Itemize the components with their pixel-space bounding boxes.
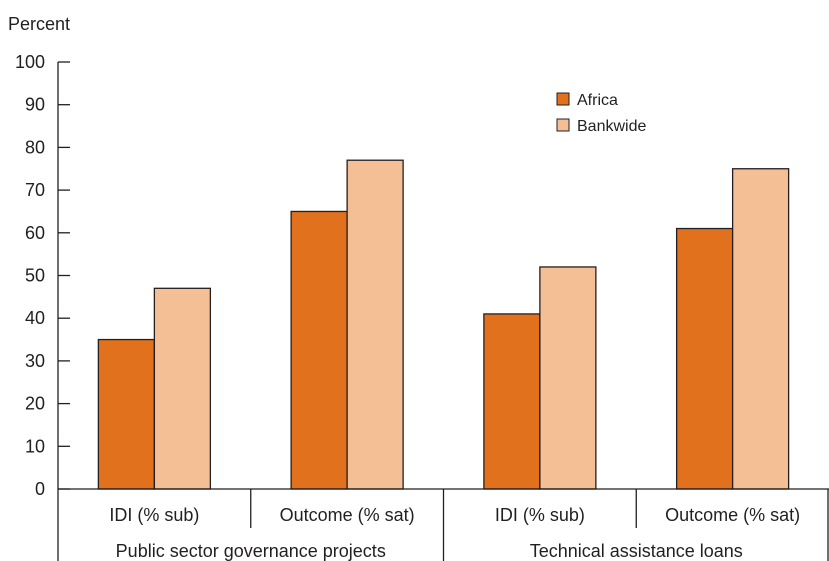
bar-africa-3 xyxy=(483,313,541,490)
y-tick-label: 80 xyxy=(25,137,45,157)
bar-bankwide-3 xyxy=(539,266,597,490)
y-axis-label: Percent xyxy=(8,14,70,34)
bar-bankwide-4 xyxy=(731,168,790,490)
y-tick-label: 90 xyxy=(25,95,45,115)
y-tick-label: 50 xyxy=(25,266,45,286)
y-tick-label: 0 xyxy=(35,479,45,499)
x-category-label: Outcome (% sat) xyxy=(280,505,415,525)
bar-africa-4 xyxy=(675,227,734,490)
legend-label-africa: Africa xyxy=(577,92,618,109)
y-tick-label: 70 xyxy=(25,180,45,200)
x-group-label: Technical assistance loans xyxy=(530,541,743,561)
x-category-label: Outcome (% sat) xyxy=(665,505,800,525)
y-tick-label: 20 xyxy=(25,394,45,414)
x-category-label: IDI (% sub) xyxy=(109,505,199,525)
legend: Africa Bankwide xyxy=(556,92,646,135)
y-tick-label: 60 xyxy=(25,223,45,243)
legend-swatch-africa xyxy=(556,92,570,106)
y-tick-label: 40 xyxy=(25,308,45,328)
y-axis: 0 10 20 30 40 50 60 70 80 90 100 xyxy=(15,52,70,499)
y-tick-label: 100 xyxy=(15,52,45,72)
legend-label-bankwide: Bankwide xyxy=(577,118,646,135)
bar-bankwide-2 xyxy=(346,159,404,490)
x-category-label: IDI (% sub) xyxy=(495,505,585,525)
bar-bankwide-1 xyxy=(153,287,212,490)
x-group-label: Public sector governance projects xyxy=(116,541,386,561)
bar-africa-1 xyxy=(97,338,156,490)
y-tick-label: 30 xyxy=(25,351,45,371)
legend-swatch-bankwide xyxy=(556,118,570,132)
bar-africa-2 xyxy=(290,210,348,490)
y-tick-label: 10 xyxy=(25,436,45,456)
bars xyxy=(97,159,790,490)
x-axis: IDI (% sub) Outcome (% sat) IDI (% sub) Out… xyxy=(57,488,829,561)
